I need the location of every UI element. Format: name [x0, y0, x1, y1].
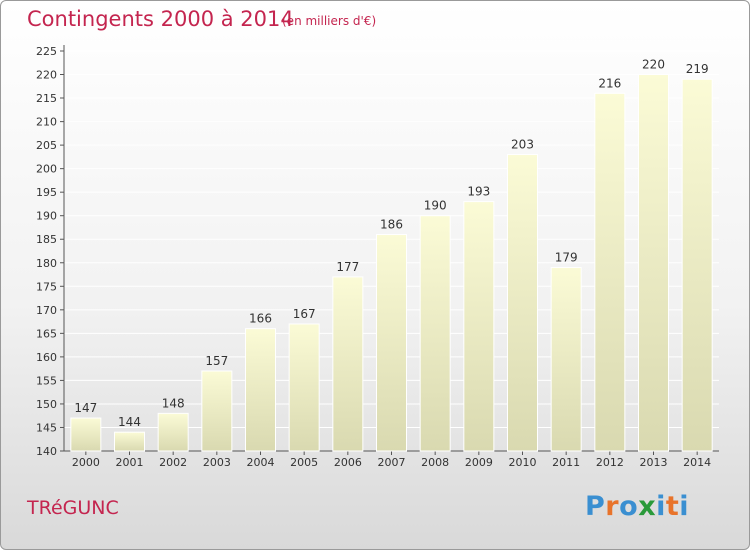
x-tick-label: 2011: [552, 456, 580, 469]
bar-value-label: 220: [642, 58, 665, 72]
x-tick-label: 2000: [72, 456, 100, 469]
x-tick-label: 2005: [290, 456, 318, 469]
bar-value-label: 157: [205, 354, 228, 368]
y-tick-label: 225: [36, 45, 57, 58]
x-tick-label: 2006: [334, 456, 362, 469]
y-tick-label: 175: [36, 280, 57, 293]
bar-value-label: 167: [293, 307, 316, 321]
y-tick-label: 180: [36, 257, 57, 270]
bar: [332, 276, 364, 452]
x-tick-label: 2002: [159, 456, 187, 469]
bar-value-label: 177: [336, 260, 359, 274]
bar-value-label: 193: [467, 185, 490, 199]
x-tick-label: 2010: [509, 456, 537, 469]
bar: [245, 328, 276, 452]
bar-value-label: 186: [380, 218, 403, 232]
logo-letter: P: [585, 491, 606, 522]
chart-title: Contingents 2000 à 2014: [27, 7, 294, 31]
x-tick-label: 2007: [378, 456, 406, 469]
bar: [288, 323, 320, 452]
logo-letter: o: [619, 491, 639, 522]
x-tick-label: 2001: [116, 456, 144, 469]
y-tick-label: 215: [36, 92, 57, 105]
y-tick-label: 160: [36, 351, 57, 364]
x-tick-label: 2013: [640, 456, 668, 469]
y-tick-label: 190: [36, 210, 57, 223]
proxiti-logo: Proxiti: [585, 491, 689, 522]
bar: [419, 215, 451, 452]
y-tick-label: 140: [36, 445, 57, 458]
y-tick-label: 165: [36, 327, 57, 340]
bar: [114, 431, 145, 452]
logo-letter: t: [665, 491, 680, 522]
y-tick-label: 200: [36, 163, 57, 176]
bar-value-label: 179: [555, 250, 578, 264]
city-name: TRéGUNC: [27, 497, 119, 519]
bar-value-label: 166: [249, 312, 272, 326]
logo-letter: x: [638, 491, 657, 522]
x-tick-label: 2003: [203, 456, 231, 469]
bar: [681, 78, 713, 452]
bar-value-label: 148: [162, 396, 185, 410]
y-tick-labels: 140 145 150 155 160 165 170 175 180 185 190 195 200 2…: [36, 45, 57, 458]
bar: [638, 74, 669, 452]
y-tick-label: 155: [36, 374, 57, 387]
bar: [550, 266, 582, 452]
x-tick-label: 2008: [421, 456, 449, 469]
bar: [594, 92, 626, 452]
x-tick-label: 2012: [596, 456, 624, 469]
bar: [376, 234, 407, 452]
y-tick-label: 220: [36, 69, 57, 82]
bar-value-label: 144: [118, 415, 141, 429]
bar-value-label: 190: [424, 199, 447, 213]
bar: [507, 154, 538, 452]
bars: [70, 74, 713, 452]
logo-letter: r: [605, 491, 620, 522]
y-tick-label: 210: [36, 116, 57, 129]
x-tick-label: 2004: [247, 456, 275, 469]
bar-value-label: 216: [598, 76, 621, 90]
y-tick-label: 170: [36, 304, 57, 317]
x-tick-label: 2014: [683, 456, 711, 469]
bar-value-label: 147: [74, 401, 97, 415]
bar-value-label: 219: [686, 62, 709, 76]
y-tick-label: 195: [36, 186, 57, 199]
logo-letter: i: [679, 491, 690, 522]
x-tick-label: 2009: [465, 456, 493, 469]
bar: [201, 370, 233, 452]
bar: [157, 412, 189, 452]
bar: [70, 417, 102, 452]
logo-letter: i: [656, 491, 666, 522]
bar: [463, 201, 495, 452]
bar-value-label: 203: [511, 138, 534, 152]
chart-subtitle: (en milliers d'€): [282, 14, 377, 28]
y-tick-label: 205: [36, 139, 57, 152]
x-tick-labels: 2000 2001 2002 2003 2004 2005 2006 2007 2008 2009…: [72, 456, 711, 469]
y-tick-label: 145: [36, 421, 57, 434]
y-tick-label: 185: [36, 233, 57, 246]
y-tick-label: 150: [36, 398, 57, 411]
value-labels: 147 144 148 157 166 167 177 186 190 193 203 179 216 2…: [74, 58, 708, 430]
